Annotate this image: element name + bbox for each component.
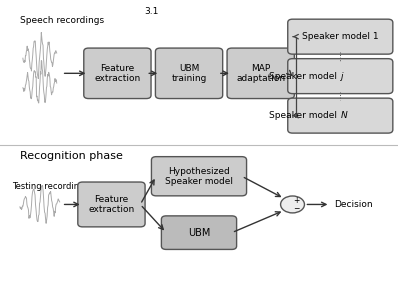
FancyBboxPatch shape: [288, 59, 393, 94]
Text: +: +: [293, 196, 300, 205]
Circle shape: [281, 196, 304, 213]
Text: Feature
extraction: Feature extraction: [88, 195, 135, 214]
FancyBboxPatch shape: [155, 48, 222, 99]
FancyBboxPatch shape: [227, 48, 295, 99]
Text: Hypothesized
Speaker model: Hypothesized Speaker model: [165, 167, 233, 186]
Text: UBM
training: UBM training: [172, 64, 207, 83]
FancyBboxPatch shape: [84, 48, 151, 99]
Text: Speaker model: Speaker model: [269, 72, 340, 81]
FancyBboxPatch shape: [288, 19, 393, 54]
Text: MAP
adaptation: MAP adaptation: [236, 64, 285, 83]
Text: N: N: [340, 111, 347, 120]
Text: Speaker model 1: Speaker model 1: [302, 32, 378, 41]
Text: j: j: [340, 72, 343, 81]
Text: Decision: Decision: [334, 200, 373, 209]
Text: Testing recording: Testing recording: [12, 182, 84, 191]
Text: Speaker model: Speaker model: [269, 111, 340, 120]
Text: UBM: UBM: [188, 228, 210, 238]
Text: Feature
extraction: Feature extraction: [94, 64, 140, 83]
Text: Recognition phase: Recognition phase: [20, 151, 123, 161]
FancyBboxPatch shape: [288, 98, 393, 133]
FancyBboxPatch shape: [162, 216, 236, 249]
Text: Speech recordings: Speech recordings: [20, 16, 104, 25]
Text: 3.1: 3.1: [144, 7, 158, 16]
Text: −: −: [293, 204, 300, 213]
FancyBboxPatch shape: [78, 182, 145, 227]
FancyBboxPatch shape: [151, 157, 246, 196]
